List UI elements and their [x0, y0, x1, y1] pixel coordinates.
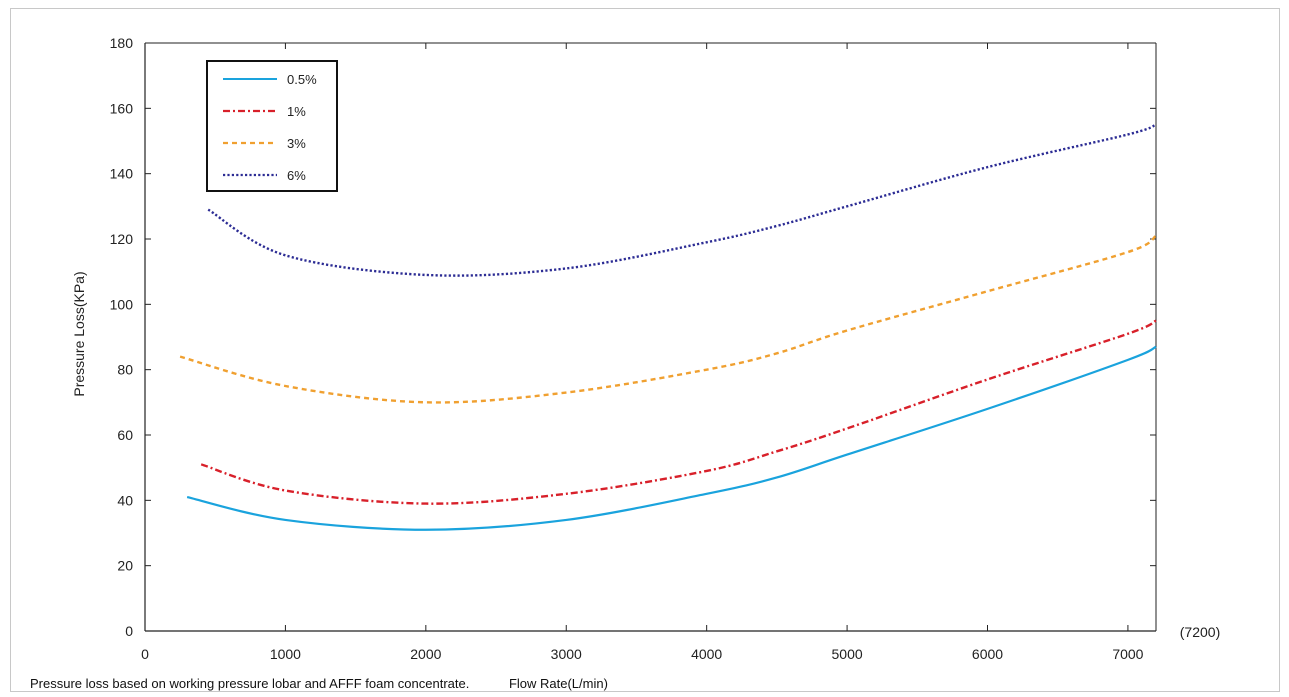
y-tick-label: 60 [117, 427, 133, 443]
y-tick-label: 180 [110, 35, 134, 51]
series-line-4 [207, 123, 1157, 277]
x-tick-label: 0 [141, 646, 149, 662]
y-tick-label: 160 [110, 100, 134, 116]
footnote-text: Pressure loss based on working pressure … [30, 676, 470, 691]
y-tick-label: 20 [117, 558, 133, 574]
y-tick-label: 120 [110, 231, 134, 247]
series-layer [179, 123, 1157, 531]
x-tick-label: 6000 [972, 646, 1003, 662]
y-tick-label: 40 [117, 492, 133, 508]
legend-label-3: 3% [287, 136, 306, 151]
series-line-2 [200, 319, 1157, 505]
x-tick-label: 5000 [832, 646, 863, 662]
y-tick-label: 140 [110, 166, 134, 182]
legend-label-1: 0.5% [287, 72, 317, 87]
series-line-1 [186, 345, 1157, 531]
chart-frame [10, 8, 1280, 692]
x-extra-label: (7200) [1180, 624, 1220, 640]
legend-label-2: 1% [287, 104, 306, 119]
legend: 0.5% 1% 3% 6% [206, 60, 338, 192]
x-tick-label: 4000 [691, 646, 722, 662]
x-tick-label: 2000 [410, 646, 441, 662]
legend-label-4: 6% [287, 168, 306, 183]
footnote-xlabel: Flow Rate(L/min) [508, 676, 608, 691]
y-tick-label: 80 [117, 362, 133, 378]
x-tick-label: 1000 [270, 646, 301, 662]
legend-box [206, 60, 338, 192]
y-axis-title: Pressure Loss(KPa) [71, 271, 87, 396]
x-tick-label: 7000 [1112, 646, 1143, 662]
y-tick-label: 0 [125, 623, 133, 639]
x-tick-label: 3000 [551, 646, 582, 662]
y-tick-label: 100 [110, 296, 134, 312]
series-line-3 [179, 234, 1157, 404]
footnote: Pressure loss based on working pressure … [30, 676, 644, 691]
axes: 0 20 40 60 80 100 120 140 160 180 0 1000 2000 3000 400… [71, 35, 1220, 662]
